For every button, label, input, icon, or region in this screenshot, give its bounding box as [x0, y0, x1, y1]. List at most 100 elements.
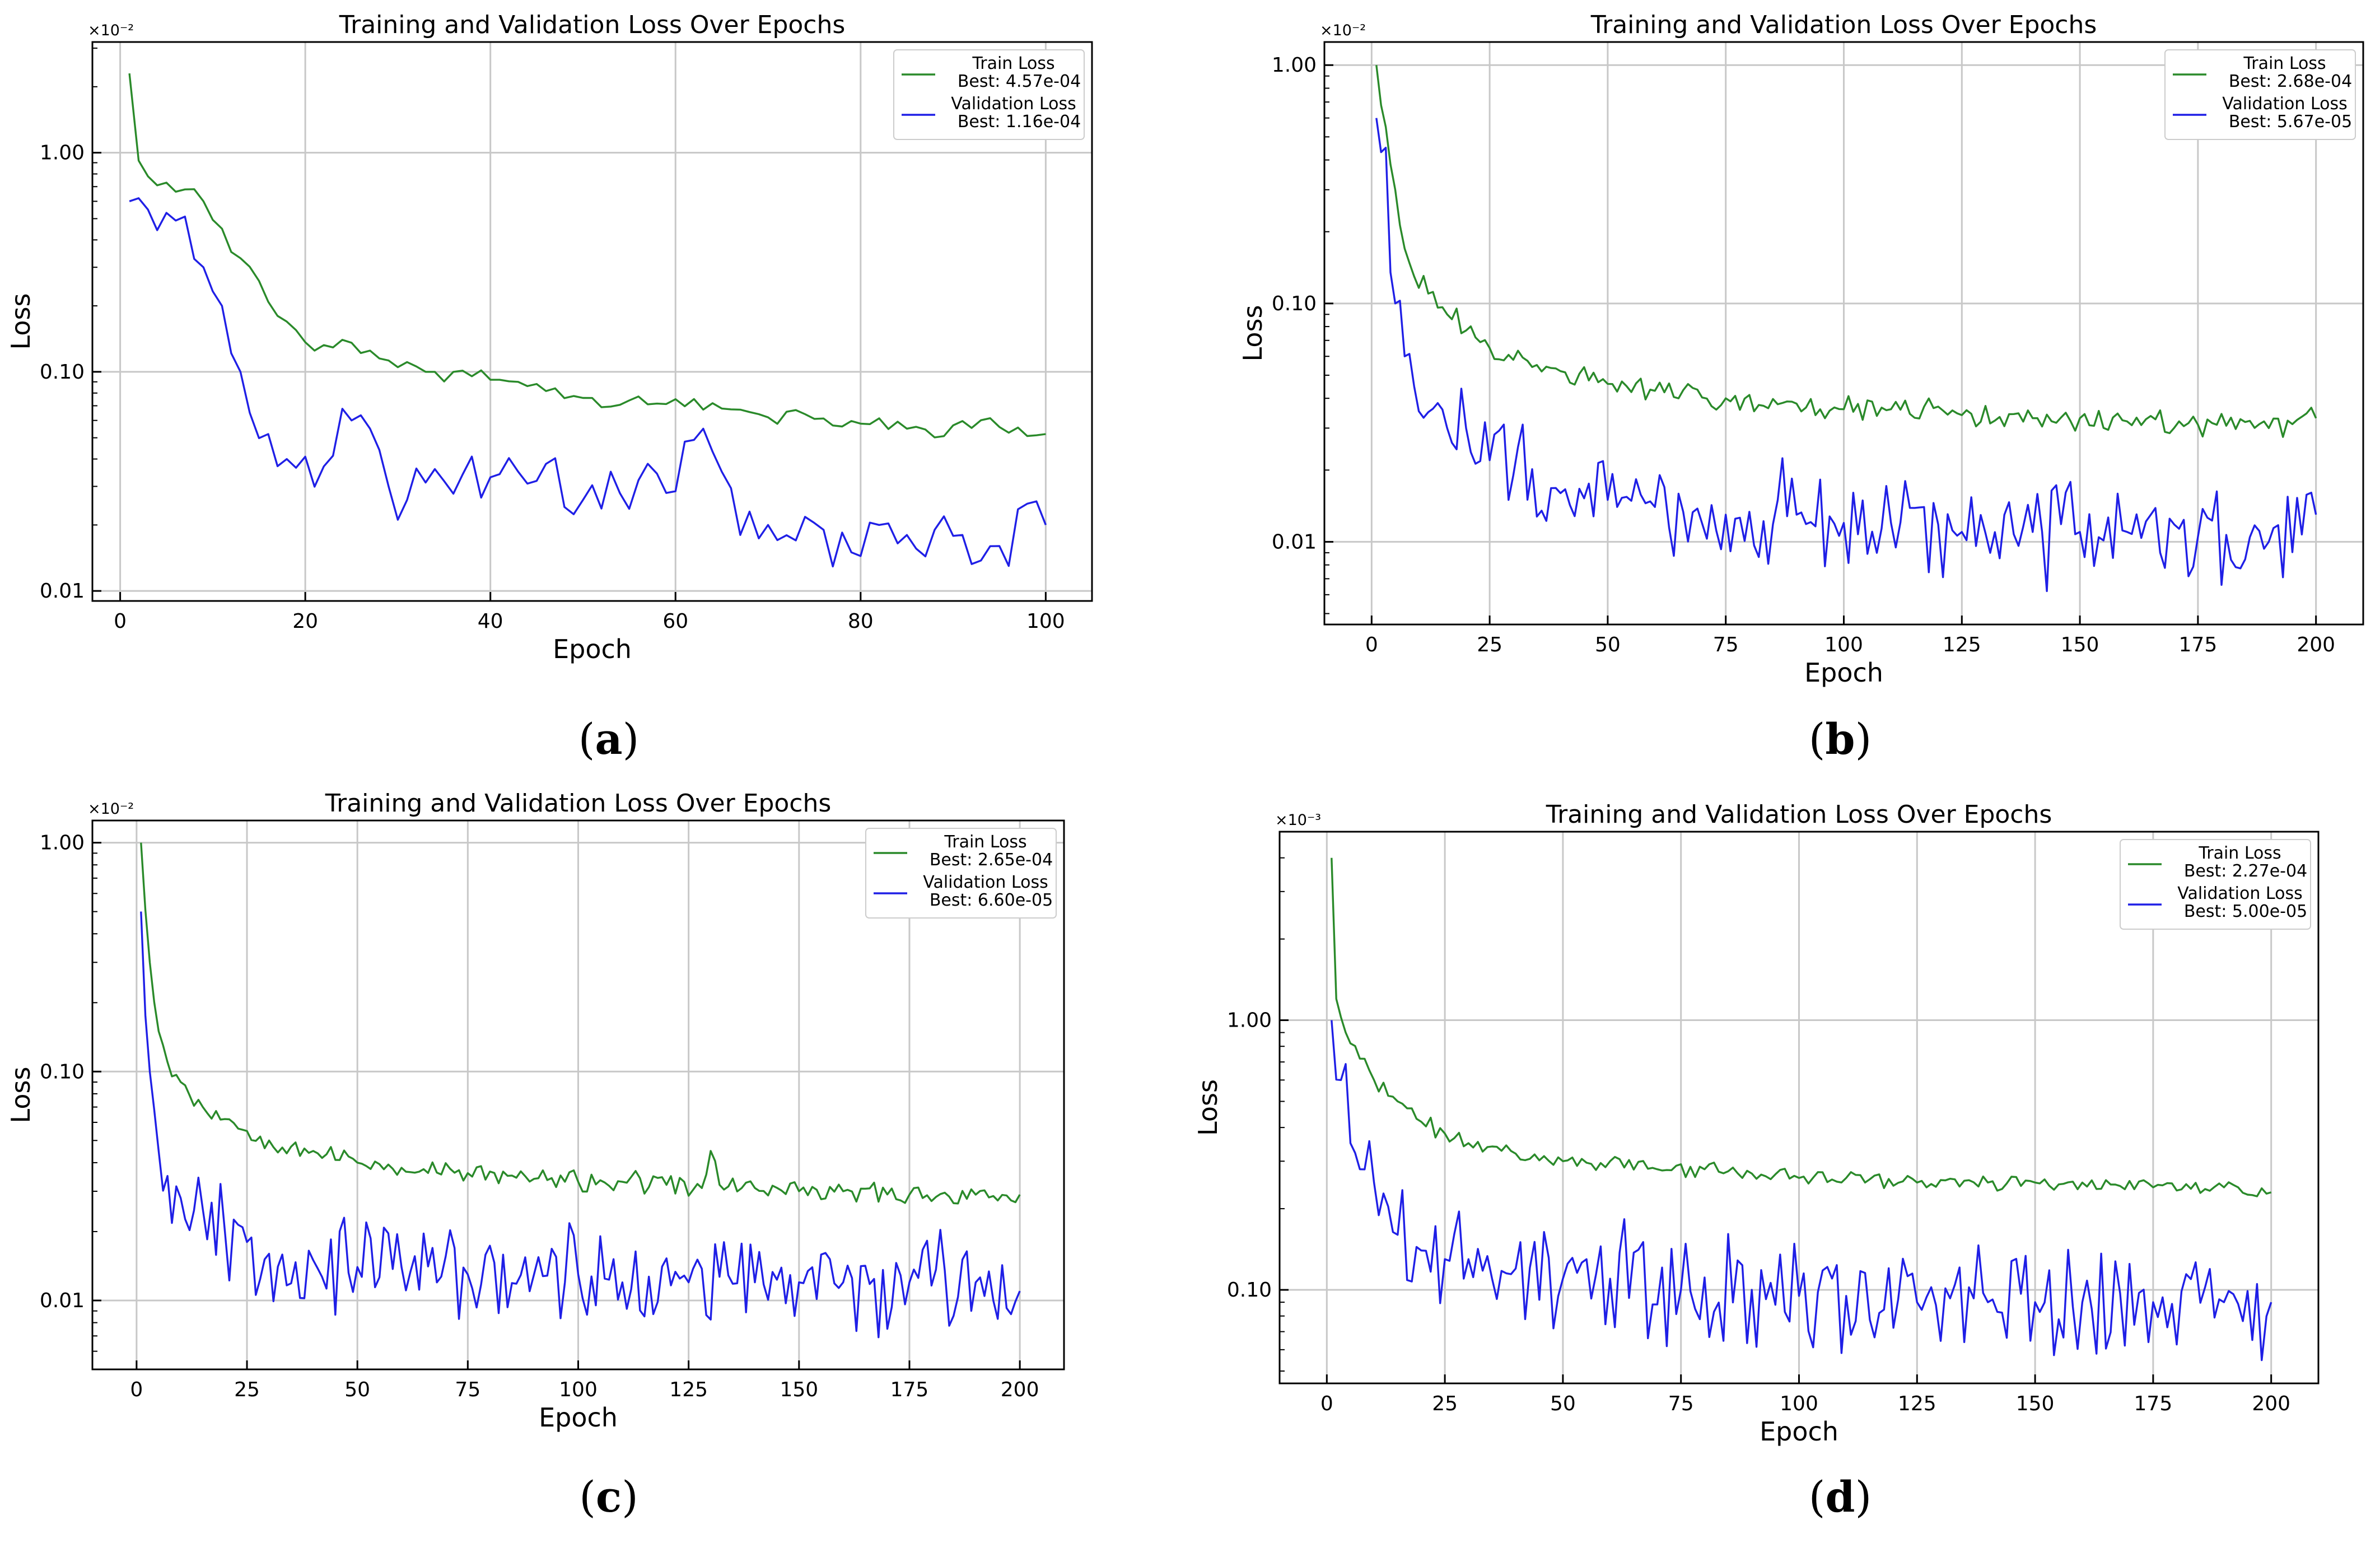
legend-label: Validation Loss: [2222, 94, 2347, 114]
x-axis: 0 20 40 60 80 100: [114, 592, 1065, 633]
chart-title: Training and Validation Loss Over Epochs: [1590, 11, 2097, 39]
train-loss-line: [1331, 857, 2272, 1197]
validation-loss-line: [1331, 1020, 2272, 1362]
legend-label: Train Loss: [944, 832, 1026, 852]
x-tick-label: 80: [848, 610, 874, 633]
validation-loss-line: [1375, 118, 2317, 593]
legend-box: [865, 828, 1057, 919]
y-axis-label: Loss: [6, 293, 36, 350]
x-axis: 0 25 50 75 100 125 150 175 200: [1320, 1374, 2290, 1415]
x-tick-label: 50: [1595, 633, 1621, 656]
y-axis: 0.10 1.00: [1227, 1009, 1289, 1302]
train-loss-line: [140, 842, 1021, 1205]
x-axis: 0 25 50 75 100 125 150 175 200: [130, 1360, 1039, 1401]
x-tick-label: 100: [1026, 610, 1065, 633]
x-tick-label: 125: [669, 1378, 708, 1401]
y-tick-label: 0.10: [1227, 1279, 1272, 1302]
legend-best-value: Best: 4.57e-04: [958, 72, 1081, 91]
legend-box: [2120, 839, 2311, 930]
x-tick-label: 60: [662, 610, 688, 633]
x-tick-label: 0: [114, 610, 127, 633]
x-tick-label: 0: [1365, 633, 1378, 656]
series-group: [1331, 857, 2272, 1362]
x-tick-label: 75: [1668, 1392, 1694, 1415]
legend-best-value: Best: 1.16e-04: [958, 112, 1081, 132]
plot-frame: [91, 41, 1093, 602]
x-tick-label: 175: [890, 1378, 929, 1401]
x-axis-label: Epoch: [1804, 658, 1883, 688]
chart-title: Training and Validation Loss Over Epochs: [325, 789, 832, 818]
y-axis: 0.01 0.10 1.00: [40, 832, 101, 1312]
chart-title: Training and Validation Loss Over Epochs: [339, 11, 846, 39]
legend-label: Train Loss: [972, 54, 1054, 73]
y-axis-label: Loss: [6, 1067, 36, 1124]
series-group: [1375, 65, 2317, 593]
y-tick-label: 1.00: [1227, 1009, 1272, 1032]
legend-best-value: Best: 6.60e-05: [930, 891, 1053, 910]
legend-box: [893, 49, 1085, 140]
y-tick-label: 0.01: [1272, 530, 1317, 553]
x-tick-label: 175: [2134, 1392, 2173, 1415]
y-scale-multiplier: ×10⁻³: [1275, 812, 1321, 829]
legend-label: Validation Loss: [2177, 884, 2302, 903]
caption-b: (b): [1808, 714, 1872, 764]
y-axis-label: Loss: [1193, 1079, 1223, 1136]
y-tick-label: 1.00: [40, 832, 85, 855]
y-tick-label: 1.00: [1272, 54, 1317, 77]
validation-loss-line: [140, 911, 1021, 1339]
legend-label: Validation Loss: [951, 94, 1076, 114]
x-tick-label: 25: [1477, 633, 1502, 656]
train-loss-line: [128, 73, 1046, 439]
x-tick-label: 25: [234, 1378, 260, 1401]
y-tick-label: 0.10: [40, 361, 85, 384]
x-tick-label: 125: [1898, 1392, 1936, 1415]
legend-label: Train Loss: [2243, 54, 2326, 73]
x-tick-label: 25: [1432, 1392, 1458, 1415]
y-tick-label: 0.01: [40, 580, 85, 603]
x-tick-label: 100: [1824, 633, 1863, 656]
y-scale-multiplier: ×10⁻²: [1320, 22, 1366, 39]
x-axis-label: Epoch: [539, 1402, 618, 1433]
validation-loss-line: [129, 197, 1047, 568]
series-group: [128, 73, 1047, 568]
caption-a: (a): [578, 714, 640, 764]
x-tick-label: 175: [2179, 633, 2218, 656]
y-axis-label: Loss: [1238, 305, 1268, 362]
y-scale-multiplier: ×10⁻²: [88, 22, 134, 39]
x-axis-label: Epoch: [553, 634, 632, 664]
x-tick-label: 20: [292, 610, 318, 633]
x-tick-label: 0: [1320, 1392, 1333, 1415]
x-axis-label: Epoch: [1760, 1416, 1838, 1447]
series-group: [140, 842, 1021, 1339]
x-tick-label: 40: [478, 610, 503, 633]
x-tick-label: 200: [2252, 1392, 2290, 1415]
legend-box: [2164, 49, 2356, 140]
legend-best-value: Best: 5.67e-05: [2229, 112, 2352, 132]
chart-title: Training and Validation Loss Over Epochs: [1546, 800, 2052, 829]
legend-best-value: Best: 5.00e-05: [2184, 902, 2307, 921]
y-tick-label: 0.10: [40, 1060, 85, 1083]
x-tick-label: 200: [2297, 633, 2335, 656]
legend-label: Validation Loss: [923, 873, 1048, 892]
x-tick-label: 50: [1550, 1392, 1576, 1415]
x-tick-label: 75: [455, 1378, 480, 1401]
y-tick-label: 1.00: [40, 142, 85, 165]
legend-best-value: Best: 2.65e-04: [930, 850, 1053, 870]
y-scale-multiplier: ×10⁻²: [88, 800, 134, 818]
caption-d: (d): [1808, 1472, 1872, 1522]
x-tick-label: 150: [2016, 1392, 2055, 1415]
x-tick-label: 150: [780, 1378, 818, 1401]
x-tick-label: 50: [344, 1378, 370, 1401]
train-loss-line: [1375, 65, 2317, 438]
x-tick-label: 125: [1943, 633, 1981, 656]
x-tick-label: 0: [130, 1378, 143, 1401]
y-axis: 0.01 0.10 1.00: [1272, 54, 1333, 553]
